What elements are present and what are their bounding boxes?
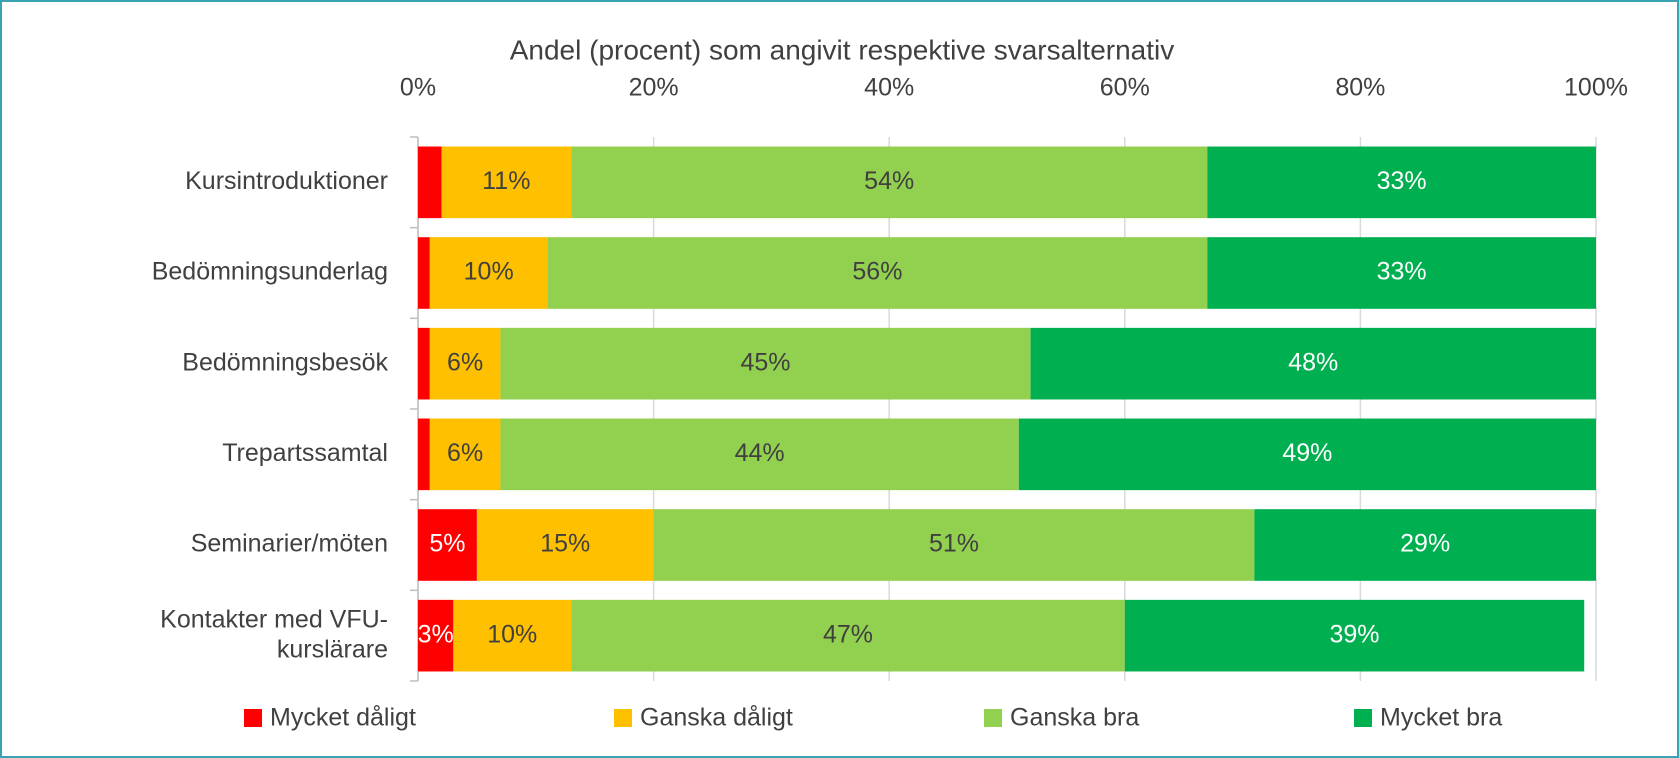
data-label: 10% [487,620,537,648]
x-tick-label: 100% [1564,74,1628,102]
data-label: 29% [1400,530,1450,558]
y-tick-label: Trepartssamtal [222,439,388,467]
legend-label: Ganska dåligt [640,704,793,732]
bar-segment [418,327,430,400]
data-label: 54% [864,167,914,195]
data-label: 39% [1329,620,1379,648]
legend-label: Ganska bra [1010,704,1139,732]
bar-segment [1124,599,1585,672]
data-label: 56% [852,258,902,286]
bar-segment [418,599,454,672]
legend-swatch [244,709,262,727]
data-label: 10% [464,258,514,286]
x-tick-label: 0% [400,74,436,102]
data-label: 44% [735,439,785,467]
chart-title: Andel (procent) som angivit respektive s… [510,34,1175,65]
y-tick-label: Bedömningsbesök [182,348,388,376]
x-tick-label: 40% [864,74,914,102]
legend-swatch [984,709,1002,727]
bar-segment [500,327,1031,400]
y-tick-label: Kontakter med VFU-kurslärare [160,605,388,663]
data-label: 45% [740,348,790,376]
data-label: 47% [823,620,873,648]
bar-segment [429,418,501,491]
data-label: 6% [447,348,483,376]
bar-segment [476,509,654,581]
bar-segment [571,599,1125,672]
data-label: 15% [540,530,590,558]
legend-swatch [1354,709,1372,727]
bar-segment [418,146,442,219]
bar-segment [429,327,501,400]
y-tick-label: Kursintroduktioner [185,167,388,195]
bar-segment [500,418,1019,491]
bar-segment [453,599,572,672]
x-tick-label: 80% [1335,74,1385,102]
bar-segment [571,146,1208,219]
bar-segment [653,509,1255,581]
bar-segment [1018,418,1596,491]
data-label: 51% [929,530,979,558]
y-tick-label: Bedömningsunderlag [152,258,388,286]
bar-segment [547,237,1208,309]
bar-segment [418,237,430,309]
bar-segment [418,418,430,491]
legend-label: Mycket dåligt [270,704,416,732]
data-label: 33% [1377,167,1427,195]
x-tick-label: 20% [629,74,679,102]
bar-segment [429,237,548,309]
x-tick-label: 60% [1100,74,1150,102]
data-label: 11% [482,167,530,195]
data-label: 49% [1282,439,1332,467]
y-tick-label: Seminarier/möten [191,530,388,558]
data-label: 3% [418,620,454,648]
data-label: 33% [1377,258,1427,286]
data-label: 6% [447,439,483,467]
bar-segment [1254,509,1596,581]
bar-segment [1207,237,1596,309]
data-label: 48% [1288,348,1338,376]
bar-segment [418,509,477,581]
legend-swatch [614,709,632,727]
legend-label: Mycket bra [1380,704,1502,732]
data-label: 5% [429,530,465,558]
bar-segment [1030,327,1596,400]
bar-segment [1207,146,1596,219]
bar-segment [441,146,572,219]
